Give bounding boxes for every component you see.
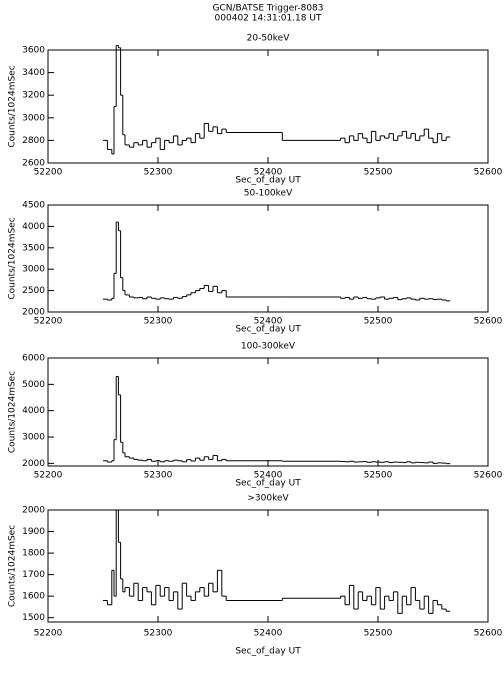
y-tick-label: 3000	[22, 113, 45, 123]
y-tick-label: 1600	[22, 592, 45, 602]
x-tick-label: 52600	[474, 317, 503, 327]
x-tick-label: 52300	[144, 168, 173, 178]
y-tick-label: 2000	[22, 506, 45, 516]
y-axis-label: Counts/1024mSec	[8, 525, 18, 607]
y-tick-label: 1800	[22, 549, 45, 559]
x-axis-label: Sec_of_day UT	[235, 176, 301, 186]
y-tick-label: 5000	[22, 380, 45, 390]
x-tick-label: 52500	[364, 471, 393, 481]
y-tick-label: 3200	[22, 91, 45, 101]
y-tick-label: 2500	[22, 286, 45, 296]
y-tick-label: 3600	[22, 46, 45, 56]
x-tick-label: 52200	[34, 471, 63, 481]
x-tick-label: 52400	[254, 168, 283, 178]
page-subtitle: 000402 14:31:01.18 UT	[215, 14, 322, 24]
x-tick-label: 52200	[34, 317, 63, 327]
y-tick-label: 2800	[22, 136, 45, 146]
y-tick-label: 4500	[22, 201, 45, 211]
x-tick-label: 52300	[144, 317, 173, 327]
y-tick-label: 1500	[22, 613, 45, 623]
x-tick-label: 52200	[34, 629, 63, 639]
y-tick-label: 6000	[22, 354, 45, 364]
x-tick-label: 52300	[144, 471, 173, 481]
x-tick-label: 52300	[144, 629, 173, 639]
x-tick-label: 52400	[254, 629, 283, 639]
panel-title: 100-300keV	[241, 342, 296, 352]
y-axis-label: Counts/1024mSec	[8, 217, 18, 299]
y-tick-label: 1700	[22, 570, 45, 580]
x-tick-label: 52600	[474, 471, 503, 481]
x-tick-label: 52500	[364, 317, 393, 327]
y-tick-label: 4000	[22, 222, 45, 232]
x-axis-label: Sec_of_day UT	[235, 325, 301, 335]
y-tick-label: 1900	[22, 527, 45, 537]
panel-title: 50-100keV	[244, 189, 293, 199]
y-tick-label: 2600	[22, 159, 45, 169]
y-axis-label: Counts/1024mSec	[8, 371, 18, 453]
y-tick-label: 3000	[22, 265, 45, 275]
y-tick-label: 4000	[22, 406, 45, 416]
x-tick-label: 52600	[474, 168, 503, 178]
y-tick-label: 3400	[22, 68, 45, 78]
x-tick-label: 52600	[474, 629, 503, 639]
panel-title: >300keV	[247, 494, 289, 504]
x-axis-label: Sec_of_day UT	[235, 479, 301, 489]
panel-title: 20-50keV	[247, 34, 291, 44]
x-tick-label: 52400	[254, 317, 283, 327]
y-tick-label: 2000	[22, 459, 45, 469]
y-tick-label: 2000	[22, 308, 45, 318]
y-tick-label: 3500	[22, 243, 45, 253]
x-axis-label: Sec_of_day UT	[235, 647, 301, 657]
y-axis-label: Counts/1024mSec	[8, 65, 18, 147]
x-tick-label: 52500	[364, 629, 393, 639]
x-tick-label: 52400	[254, 471, 283, 481]
x-tick-label: 52200	[34, 168, 63, 178]
page-title: GCN/BATSE Trigger-8083	[212, 4, 323, 14]
y-tick-label: 3000	[22, 433, 45, 443]
x-tick-label: 52500	[364, 168, 393, 178]
